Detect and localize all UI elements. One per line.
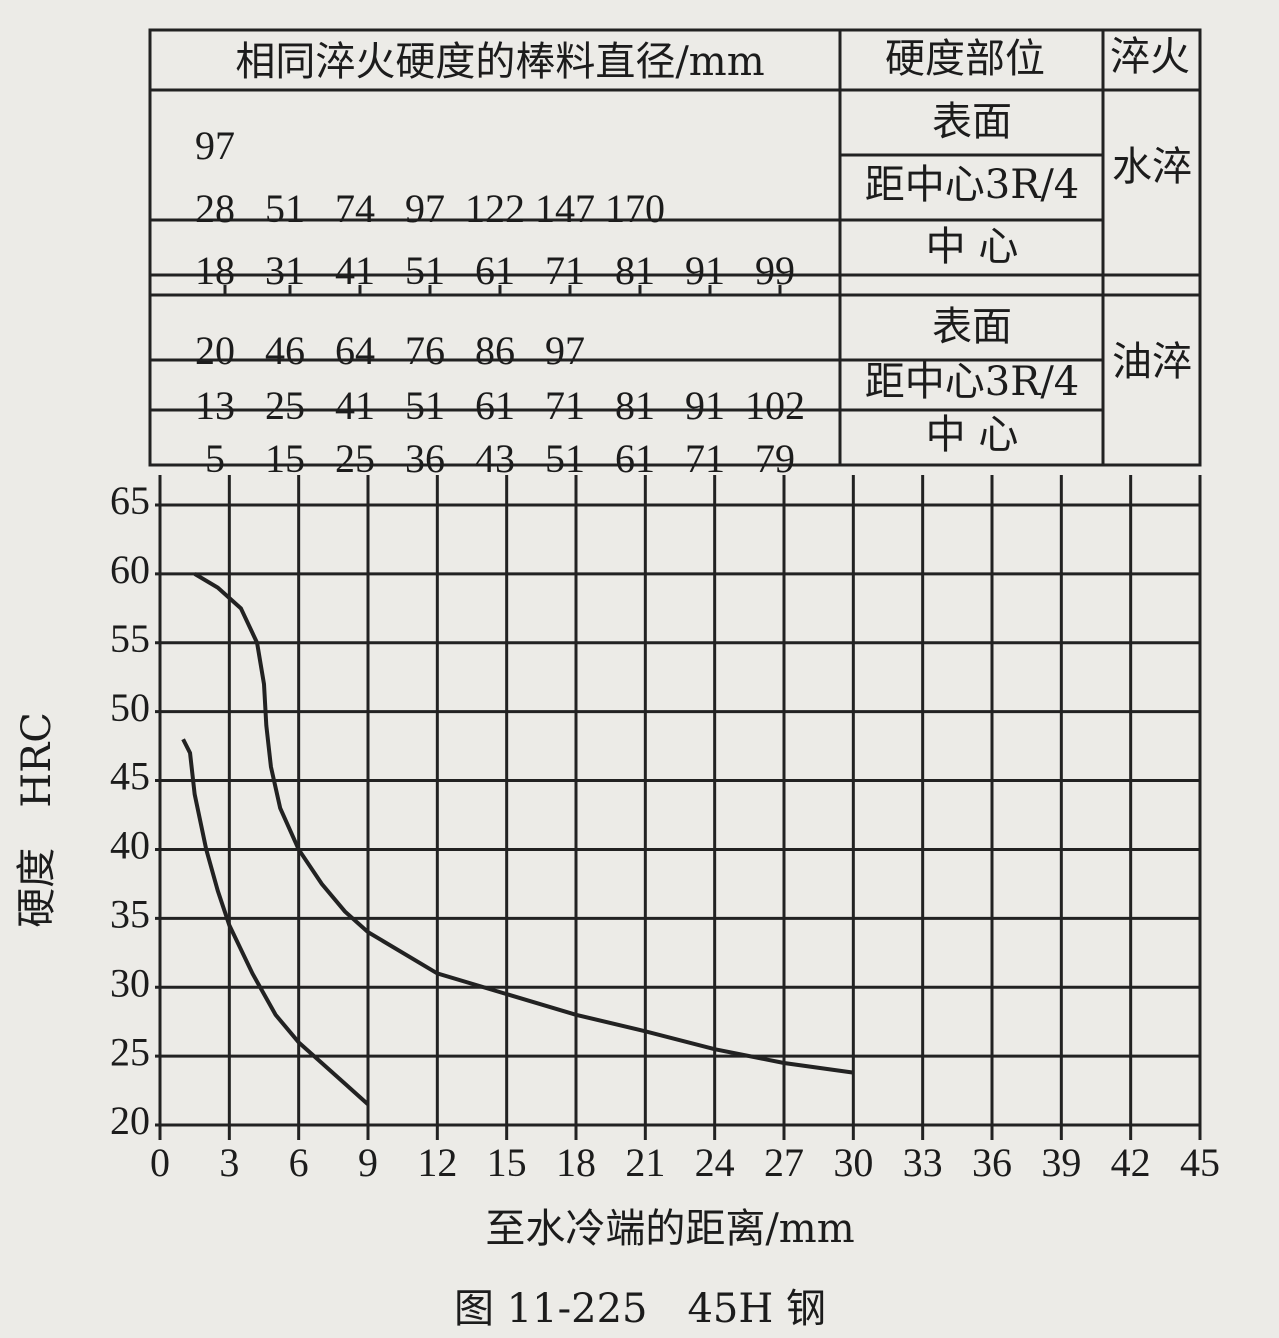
y-axis-label: 硬度 HRC (14, 712, 60, 928)
y-tick-label: 30 (110, 960, 150, 1005)
curve (193, 572, 854, 1075)
diameter: 18 (195, 248, 235, 293)
x-tick-label: 6 (289, 1140, 309, 1185)
x-tick-label: 24 (695, 1140, 735, 1185)
y-tick-label: 45 (110, 754, 150, 799)
x-tick-label: 9 (358, 1140, 378, 1185)
x-tick-label: 12 (417, 1140, 457, 1185)
diameter: 71 (685, 436, 725, 481)
diameter: 71 (545, 248, 585, 293)
diameter: 36 (405, 436, 445, 481)
diameter: 46 (265, 328, 305, 373)
diameter: 51 (405, 383, 445, 428)
x-tick-label: 27 (764, 1140, 804, 1185)
quench-type: 水淬 (1112, 144, 1192, 190)
y-tick-label: 40 (110, 823, 150, 868)
diameter: 97 (405, 186, 445, 231)
diameter: 147 (535, 186, 595, 231)
y-tick-label: 55 (110, 616, 150, 661)
diameter: 61 (615, 436, 655, 481)
diameter: 51 (545, 436, 585, 481)
x-tick-label: 3 (219, 1140, 239, 1185)
diameter: 97 (195, 123, 235, 168)
diameter: 86 (475, 328, 515, 373)
table-header: 相同淬火硬度的棒料直径/mm (235, 39, 764, 85)
curve (181, 738, 370, 1106)
diameter: 71 (545, 383, 585, 428)
position-label: 中 心 (926, 224, 1019, 270)
position-label: 距中心3R/4 (865, 359, 1080, 405)
y-tick-label: 25 (110, 1029, 150, 1074)
diameter: 102 (745, 383, 805, 428)
diameter: 31 (265, 248, 305, 293)
diameter: 25 (265, 383, 305, 428)
diameter: 41 (335, 383, 375, 428)
diameter: 97 (545, 328, 585, 373)
x-tick-label: 42 (1111, 1140, 1151, 1185)
chart-title: 图 11-225 45H 钢 (454, 1286, 826, 1332)
diameter: 41 (335, 248, 375, 293)
position-label: 表面 (932, 304, 1012, 350)
x-tick-label: 39 (1041, 1140, 1081, 1185)
diameter: 79 (755, 436, 795, 481)
table (148, 28, 1202, 467)
diameter: 51 (405, 248, 445, 293)
position-label: 表面 (932, 99, 1012, 145)
diameter: 76 (405, 328, 445, 373)
table-header: 硬度部位 (885, 36, 1045, 82)
diameter: 61 (475, 383, 515, 428)
diameter: 122 (465, 186, 525, 231)
y-tick-label: 60 (110, 547, 150, 592)
y-tick-label: 35 (110, 892, 150, 937)
x-tick-label: 33 (903, 1140, 943, 1185)
quench-type: 油淬 (1112, 339, 1192, 385)
diameter: 74 (335, 186, 375, 231)
x-tick-label: 15 (487, 1140, 527, 1185)
diameter: 28 (195, 186, 235, 231)
x-axis-label: 至水冷端的距离/mm (485, 1206, 854, 1252)
diameter: 43 (475, 436, 515, 481)
diameter: 5 (205, 436, 225, 481)
x-tick-label: 36 (972, 1140, 1012, 1185)
x-tick-label: 21 (625, 1140, 665, 1185)
diameter: 91 (685, 383, 725, 428)
diameter: 13 (195, 383, 235, 428)
diameter: 64 (335, 328, 375, 373)
x-tick-label: 18 (556, 1140, 596, 1185)
diameter: 15 (265, 436, 305, 481)
x-tick-label: 0 (150, 1140, 170, 1185)
table-header: 淬火 (1110, 34, 1190, 80)
position-label: 距中心3R/4 (865, 162, 1080, 208)
diameter: 81 (615, 248, 655, 293)
position-label: 中 心 (926, 412, 1019, 458)
diameter: 20 (195, 328, 235, 373)
table-border (148, 28, 1202, 467)
x-tick-label: 30 (833, 1140, 873, 1185)
diameter: 25 (335, 436, 375, 481)
diameter: 99 (755, 248, 795, 293)
y-tick-label: 50 (110, 685, 150, 730)
diameter: 51 (265, 186, 305, 231)
diameter: 81 (615, 383, 655, 428)
y-tick-label: 65 (110, 478, 150, 523)
diameter: 170 (605, 186, 665, 231)
diameter: 91 (685, 248, 725, 293)
diameter: 61 (475, 248, 515, 293)
y-tick-label: 20 (110, 1098, 150, 1143)
x-tick-label: 45 (1180, 1140, 1220, 1185)
